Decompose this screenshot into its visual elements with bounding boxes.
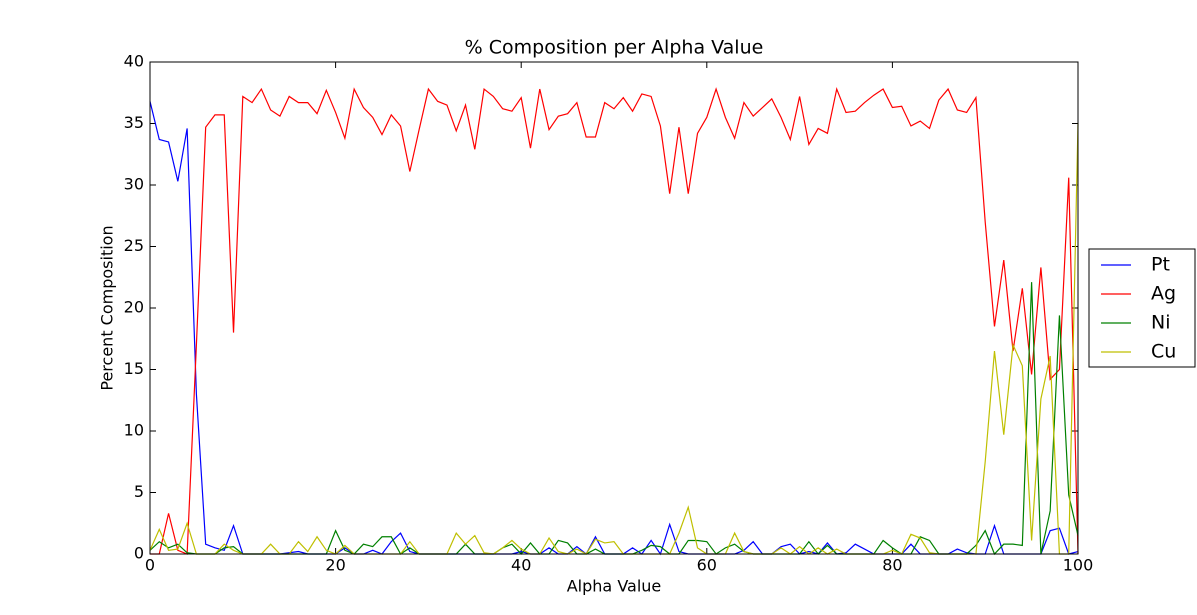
y-tick-label: 0 [134,544,144,563]
data-line [150,86,1079,555]
y-tick-label: 15 [124,359,144,378]
y-tick-label: 25 [124,236,144,255]
legend-label: Pt [1151,254,1170,276]
x-tick-label: 20 [325,556,345,575]
legend-label: Cu [1151,341,1176,363]
y-tick-label: 35 [124,113,144,132]
x-tick-label: 60 [697,556,717,575]
legend-label: Ni [1151,312,1171,334]
x-tick-label: 0 [145,556,155,575]
y-axis-label: Percent Composition [98,225,117,390]
data-line [149,123,1079,555]
y-tick-label: 10 [124,421,144,440]
x-axis-label: Alpha Value [567,577,662,596]
y-tick-label: 40 [124,52,144,71]
y-tick-label: 20 [124,298,144,317]
plot-frame [149,61,1079,555]
x-tick-label: 100 [1063,556,1094,575]
y-tick-label: 5 [134,482,144,501]
chart-title: % Composition per Alpha Value [465,37,764,59]
x-tick-label: 40 [511,556,531,575]
y-tick-label: 30 [124,175,144,194]
x-tick-label: 80 [882,556,902,575]
legend-label: Ag [1151,283,1176,305]
legend-box [1088,248,1196,368]
